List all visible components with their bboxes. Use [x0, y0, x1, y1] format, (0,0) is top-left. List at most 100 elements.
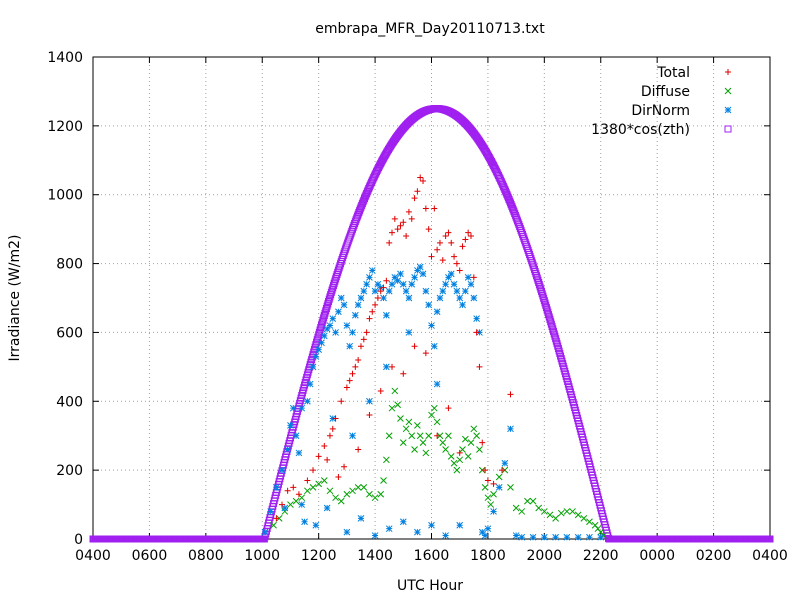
diffuse-point: [354, 484, 362, 491]
cos-zenith-point: [315, 328, 323, 336]
total-point: [366, 412, 373, 419]
total-point: [349, 370, 356, 377]
cos-zenith-point: [356, 207, 364, 215]
dirnorm-point: [323, 504, 331, 512]
total-point: [479, 439, 486, 446]
dirnorm-point: [563, 533, 571, 541]
cos-zenith-point: [317, 324, 325, 332]
x-tick-label: 0600: [132, 548, 168, 564]
cos-zenith-point: [356, 205, 364, 213]
total-point: [273, 515, 280, 522]
dirnorm-point: [326, 322, 334, 329]
diffuse-point: [309, 484, 317, 491]
cos-zenith-point: [538, 287, 546, 295]
dirnorm-point: [456, 294, 464, 302]
x-tick-label: 2200: [583, 548, 619, 564]
total-point: [476, 363, 483, 370]
dirnorm-point: [312, 521, 320, 529]
dirnorm-point: [518, 533, 526, 541]
dirnorm-point: [371, 532, 379, 539]
dirnorm-point: [501, 459, 509, 467]
x-tick-label: 1600: [414, 548, 450, 564]
total-point: [448, 239, 455, 246]
dirnorm-point: [363, 280, 370, 288]
y-axis-label: Irradiance (W/m2): [7, 235, 23, 362]
dirnorm-point: [442, 280, 449, 288]
dirnorm-point: [357, 514, 365, 522]
cos-zenith-point: [541, 299, 549, 307]
total-point: [383, 277, 390, 284]
dirnorm-point: [529, 533, 537, 541]
y-tick-labels: 0 200 400 600 800 1000 1200 1400: [47, 50, 83, 548]
cos-zenith-point: [509, 204, 517, 212]
diffuse-point: [467, 439, 475, 446]
dirnorm-point: [337, 294, 345, 302]
total-point: [369, 308, 376, 315]
total-point: [411, 343, 418, 350]
cos-zenith-point: [312, 341, 320, 349]
series-3: [89, 105, 774, 543]
diffuse-point: [304, 487, 311, 495]
diffuse-point: [270, 521, 277, 529]
dirnorm-point: [422, 287, 430, 295]
total-point: [377, 288, 384, 295]
dirnorm-point: [298, 404, 306, 412]
y-tick-label: 400: [56, 394, 83, 410]
total-point: [389, 363, 396, 370]
dirnorm-point: [405, 329, 413, 336]
cos-zenith-point: [555, 347, 563, 355]
diffuse-point: [383, 456, 390, 464]
dirnorm-point: [371, 287, 379, 295]
dirnorm-point: [340, 301, 348, 309]
cos-zenith-point: [333, 271, 341, 279]
cos-zenith-point: [537, 285, 545, 293]
total-point: [343, 384, 350, 391]
total-point: [335, 474, 342, 481]
cos-zenith-point: [354, 210, 362, 218]
diffuse-point: [332, 494, 339, 502]
diffuse-point: [391, 387, 399, 395]
total-point: [428, 253, 435, 260]
total-point: [341, 463, 348, 470]
dirnorm-point: [467, 280, 475, 288]
diffuse-point: [580, 514, 588, 522]
dirnorm-point: [397, 270, 404, 278]
dirnorm-point: [430, 342, 438, 350]
total-point: [459, 243, 466, 250]
total-point: [357, 343, 364, 350]
total-point: [490, 480, 497, 487]
cos-zenith-point: [320, 314, 328, 322]
total-point: [417, 174, 424, 181]
cos-zenith-point: [327, 291, 335, 299]
dirnorm-point: [320, 332, 328, 340]
diffuse-point: [439, 439, 447, 446]
cos-zenith-point: [320, 312, 328, 320]
total-point: [400, 219, 407, 226]
diffuse-point: [461, 435, 469, 443]
legend-marker-0: [725, 69, 731, 75]
cos-zenith-point: [322, 307, 330, 315]
dirnorm-point: [385, 525, 393, 533]
diffuse-point: [320, 477, 328, 484]
dirnorm-point: [484, 525, 492, 533]
cos-zenith-point: [530, 265, 538, 273]
dirnorm-point: [343, 528, 351, 536]
y-tick-label: 200: [56, 463, 83, 479]
diffuse-point: [408, 432, 416, 440]
dirnorm-point: [512, 532, 520, 539]
cos-zenith-point: [325, 298, 333, 306]
total-point: [394, 226, 401, 233]
cos-zenith-point: [510, 208, 518, 216]
total-point: [434, 246, 441, 253]
dirnorm-point: [292, 432, 300, 440]
cos-zenith-point: [317, 321, 325, 329]
dirnorm-point: [436, 294, 444, 302]
dirnorm-point: [368, 267, 376, 274]
x-tick-label: 0400: [75, 548, 111, 564]
dirnorm-point: [360, 287, 368, 295]
total-point: [436, 239, 443, 246]
total-point: [290, 484, 297, 491]
cos-zenith-point: [353, 212, 361, 220]
y-tick-label: 600: [56, 325, 83, 341]
cos-zenith-point: [313, 336, 321, 344]
